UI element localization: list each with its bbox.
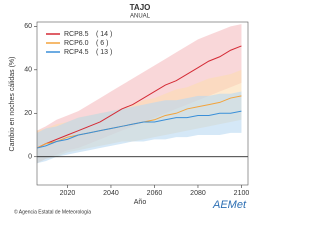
footer: © Agencia Estatal de Meteorología [14,208,91,215]
chart-title: TAJO [130,3,151,12]
logo: AEMet [212,199,247,211]
x-tick-label: 2100 [234,190,250,197]
legend-count: ( 13 ) [96,49,112,56]
y-tick-label: 20 [24,110,32,117]
x-tick-label: 2020 [60,190,76,197]
chart-subtitle: ANUAL [130,14,151,20]
chart: TAJO ANUAL Año Cambio en noches cálidas … [9,3,250,215]
legend-label: RCP6.0 [64,40,89,47]
y-tick-label: 60 [24,23,32,30]
y-tick-label: 40 [24,67,32,74]
uncertainty-band [37,91,242,164]
series-line [36,110,242,149]
legend-count: ( 14 ) [96,31,112,38]
plot-frame [36,21,249,186]
x-tick-label: 2080 [190,190,206,197]
x-tick-label: 2040 [103,190,119,197]
y-tick-label: 0 [28,154,32,161]
legend-label: RCP4.5 [64,49,89,56]
legend-label: RCP8.5 [64,31,89,38]
y-axis-label: Cambio en noches cálidas (%) [9,57,16,152]
x-axis-label: Año [134,199,147,206]
x-tick-label: 2060 [147,190,163,197]
legend-count: ( 6 ) [96,40,108,47]
series-line [36,45,242,149]
